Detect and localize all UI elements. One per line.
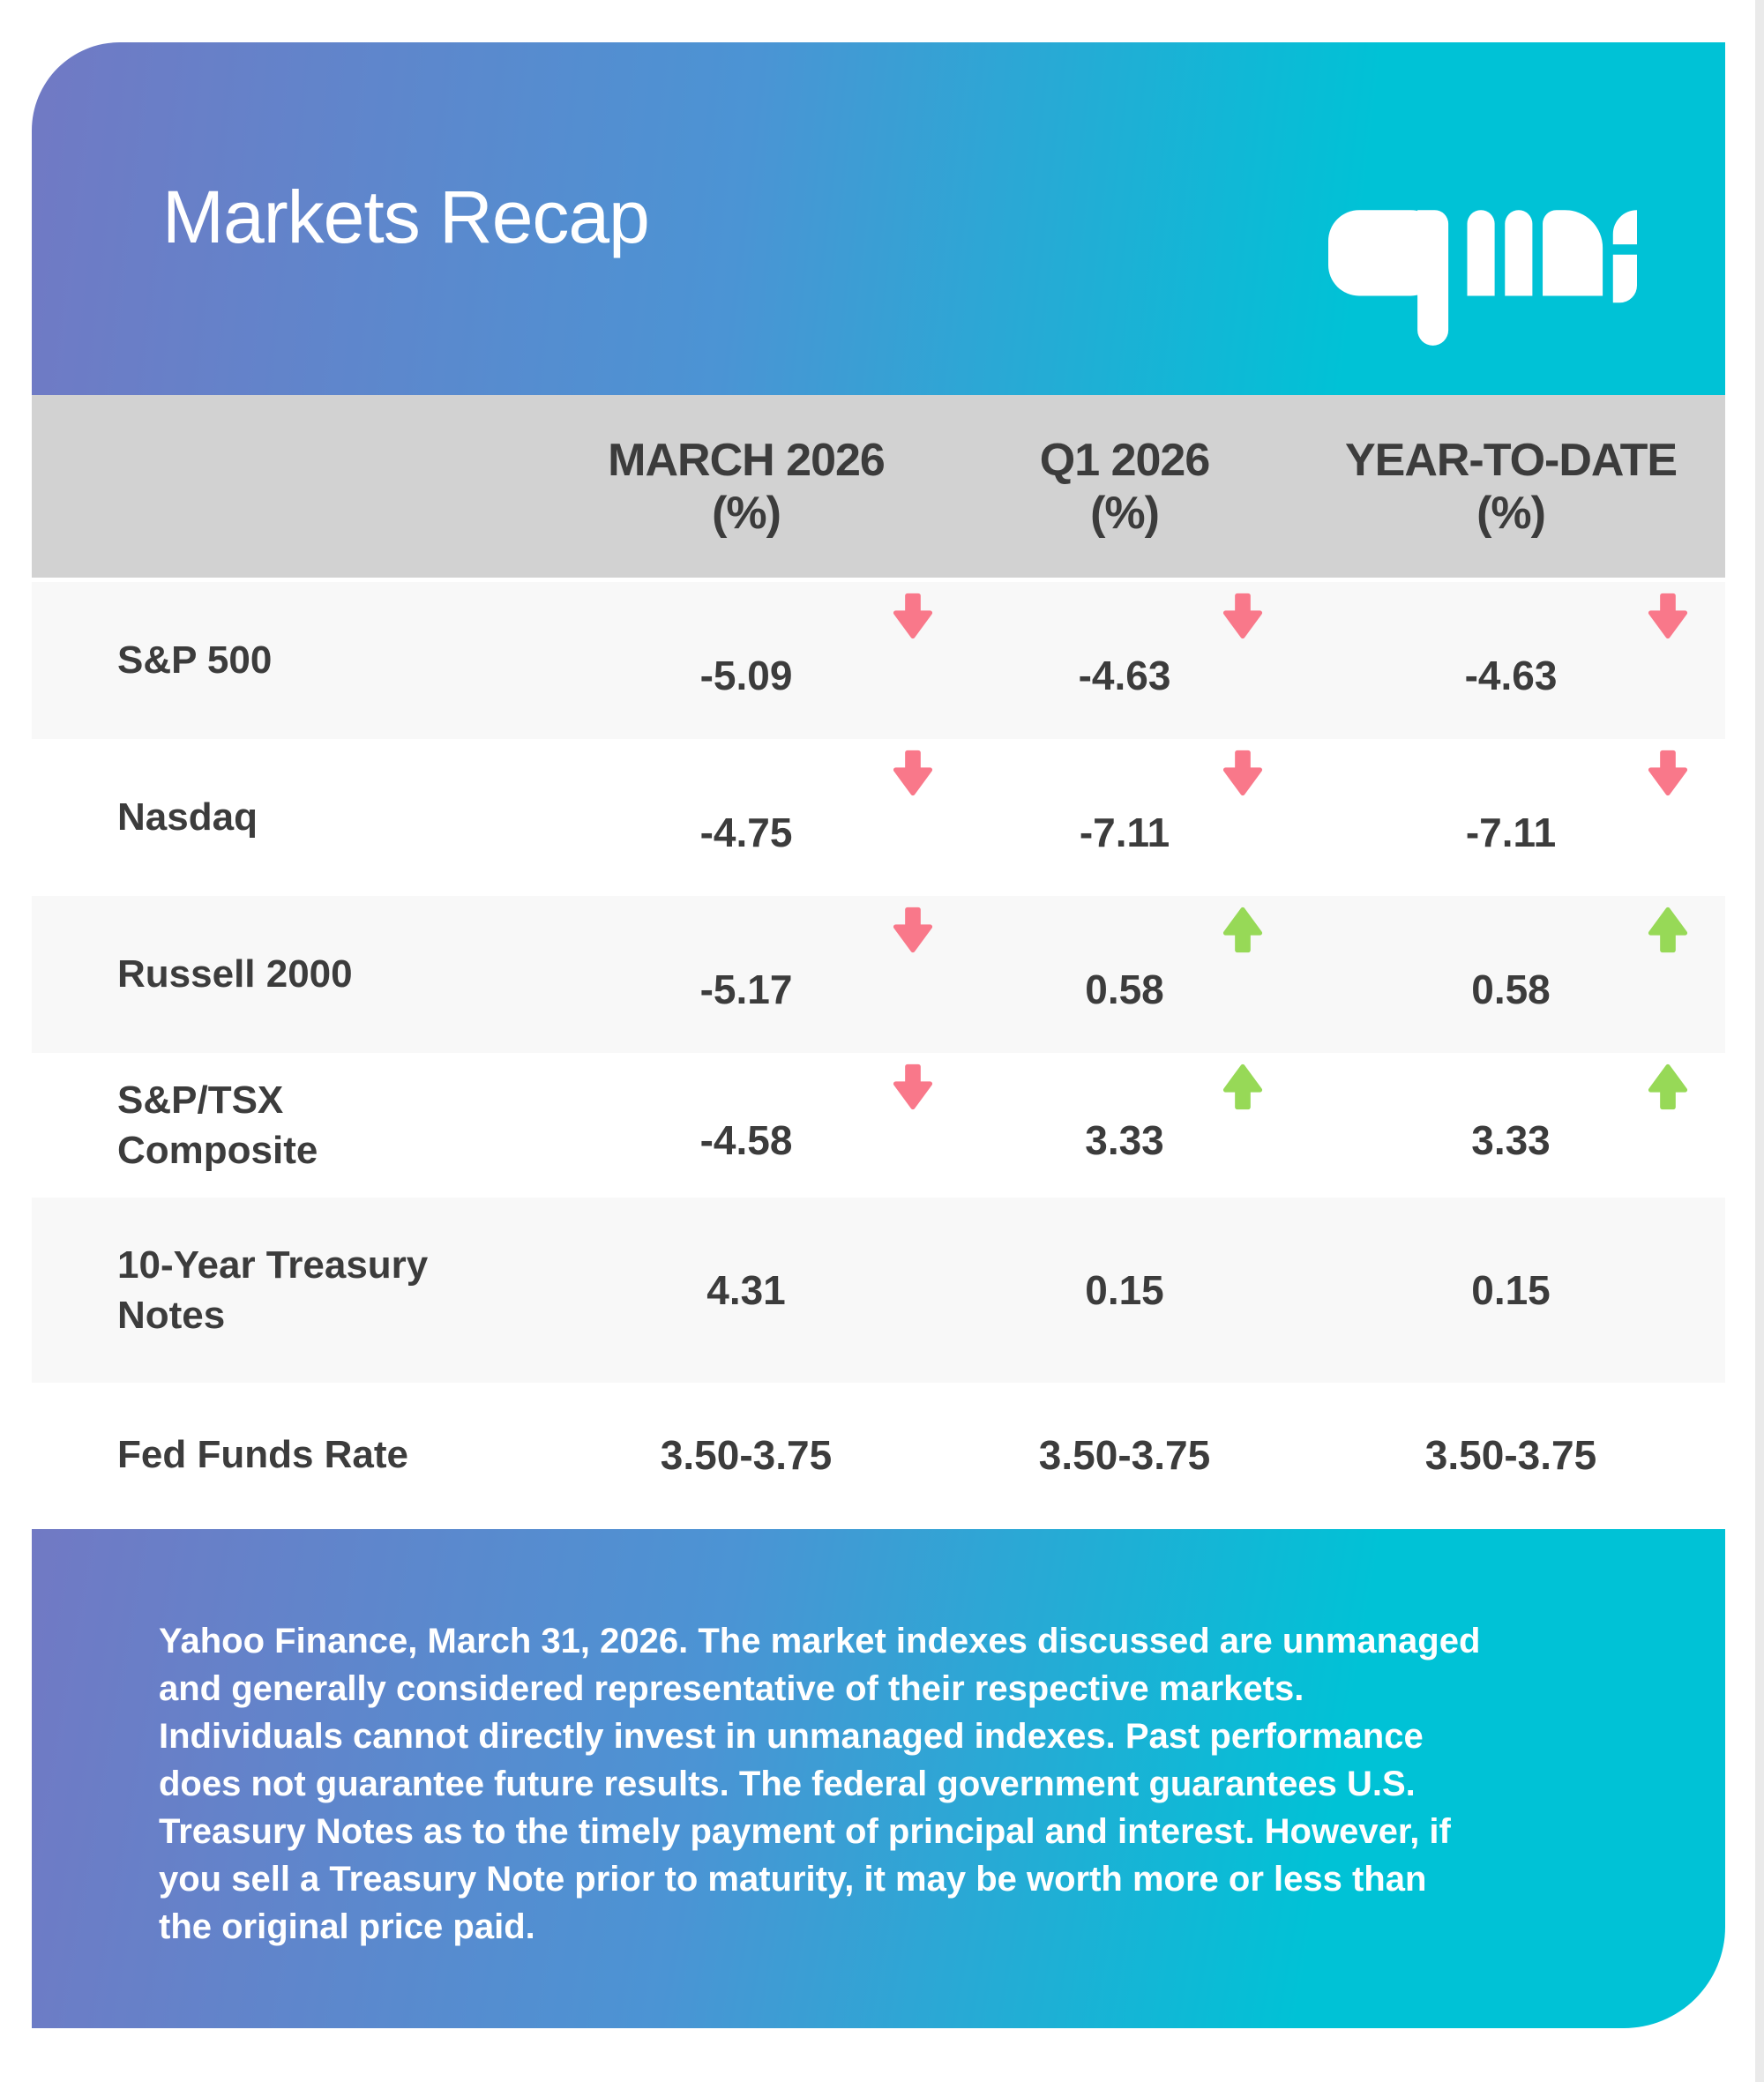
cell-value: 0.15 [1085,1267,1164,1313]
column-header-cell: MARCH 2026 (%) [540,434,953,540]
value-cell: -4.75 [540,739,953,896]
value-cell: 0.58 [953,896,1297,1053]
row-label: S&P/TSX Composite [32,1053,455,1198]
footer-banner: Yahoo Finance, March 31, 2026. The marke… [32,1529,1725,2028]
cell-value: 3.50-3.75 [660,1432,833,1478]
card: Markets Recap qmi MARCH 2026(%)Q1 2026(%… [32,42,1725,2028]
column-header-period: Q1 2026 [1039,434,1211,486]
row-label-text: Nasdaq [117,795,258,840]
value-cell: -5.17 [540,896,953,1053]
column-header-unit: (%) [712,487,781,539]
qmi-logo: qmi [1328,210,1637,346]
down-arrow-icon [1648,593,1688,639]
value-cell: 3.33 [953,1053,1297,1198]
right-edge-strip [1755,0,1764,2082]
table-row: S&P/TSX Composite -4.58 3.33 3.33 [32,1053,1725,1198]
value-cell: -7.11 [1297,739,1725,896]
up-arrow-icon [1222,1063,1263,1110]
column-header-row: MARCH 2026 (%) Q1 2026 (%) YEAR-TO-DATE (%) [32,395,1725,578]
table-row: Russell 2000 -5.17 0.58 0.58 [32,896,1725,1053]
value-cell: 4.31 [540,1198,953,1383]
value-cell: -4.63 [1297,582,1725,739]
column-header-cell: YEAR-TO-DATE (%) [1297,434,1725,540]
cell-value: 0.15 [1471,1267,1551,1313]
hero-banner: Markets Recap qmi [32,42,1725,395]
cell-value: 0.58 [1471,966,1551,1012]
value-cell: 0.15 [1297,1198,1725,1383]
column-header-unit: (%) [1476,487,1546,539]
value-cell: -4.63 [953,582,1297,739]
row-label: Nasdaq [32,739,455,896]
cell-value: -4.75 [699,810,793,855]
value-cell: -4.58 [540,1053,953,1198]
cell-value: 4.31 [706,1267,786,1313]
cell-value: -4.58 [699,1117,793,1163]
column-header-unit: (%) [1090,487,1160,539]
table-row: S&P 500 -5.09 -4.63 -4.63 [32,582,1725,739]
row-label-text: S&P 500 [117,638,273,683]
table-row: 10-Year Treasury Notes 4.31 0.15 0.15 [32,1198,1725,1383]
cell-value: -7.11 [1465,810,1557,855]
row-label-text: Russell 2000 [117,952,353,996]
cell-value: -7.11 [1079,810,1170,855]
cell-value: 3.50-3.75 [1424,1432,1597,1478]
cell-value: -4.63 [1078,653,1171,698]
down-arrow-icon [893,593,933,639]
cell-value: 0.58 [1085,966,1164,1012]
cell-value: 3.50-3.75 [1038,1432,1211,1478]
value-cell: 3.50-3.75 [953,1383,1297,1527]
table-row: Nasdaq -4.75 -7.11 -7.11 [32,739,1725,896]
value-cell: -7.11 [953,739,1297,896]
row-label: 10-Year Treasury Notes [32,1198,455,1383]
up-arrow-icon [1648,907,1688,953]
row-label: S&P 500 [32,582,455,739]
down-arrow-icon [893,907,933,953]
cell-value: -5.09 [699,653,793,698]
down-arrow-icon [893,1063,933,1110]
cell-value: -5.17 [699,966,793,1012]
down-arrow-icon [1222,593,1263,639]
down-arrow-icon [1648,750,1688,796]
value-cell: 0.15 [953,1198,1297,1383]
down-arrow-icon [893,750,933,796]
value-cell: 3.50-3.75 [540,1383,953,1527]
row-label: Fed Funds Rate [32,1383,455,1527]
row-label-text: Fed Funds Rate [117,1433,409,1477]
column-header-period: MARCH 2026 [608,434,886,486]
cell-value: -4.63 [1464,653,1558,698]
value-cell: 3.50-3.75 [1297,1383,1725,1527]
page-title: Markets Recap [162,175,650,258]
down-arrow-icon [1222,750,1263,796]
table-body: S&P 500 -5.09 -4.63 -4.63 Nasdaq -4.75 -7.11 -7… [32,582,1725,1527]
table-row: Fed Funds Rate 3.50-3.75 3.50-3.75 3.50-3.7… [32,1383,1725,1527]
row-label: Russell 2000 [32,896,455,1053]
value-cell: -5.09 [540,582,953,739]
column-header-cell: Q1 2026 (%) [953,434,1297,540]
value-cell: 3.33 [1297,1053,1725,1198]
row-label-text: 10-Year Treasury Notes [117,1242,429,1337]
cell-value: 3.33 [1471,1117,1551,1163]
value-cell: 0.58 [1297,896,1725,1053]
up-arrow-icon [1648,1063,1688,1110]
up-arrow-icon [1222,907,1263,953]
disclaimer-text: Yahoo Finance, March 31, 2026. The marke… [159,1622,1481,1946]
qmi-logo-shapes [1328,210,1637,346]
column-header-period: YEAR-TO-DATE [1344,434,1678,486]
cell-value: 3.33 [1085,1117,1164,1163]
row-label-text: S&P/TSX Composite [117,1078,318,1172]
